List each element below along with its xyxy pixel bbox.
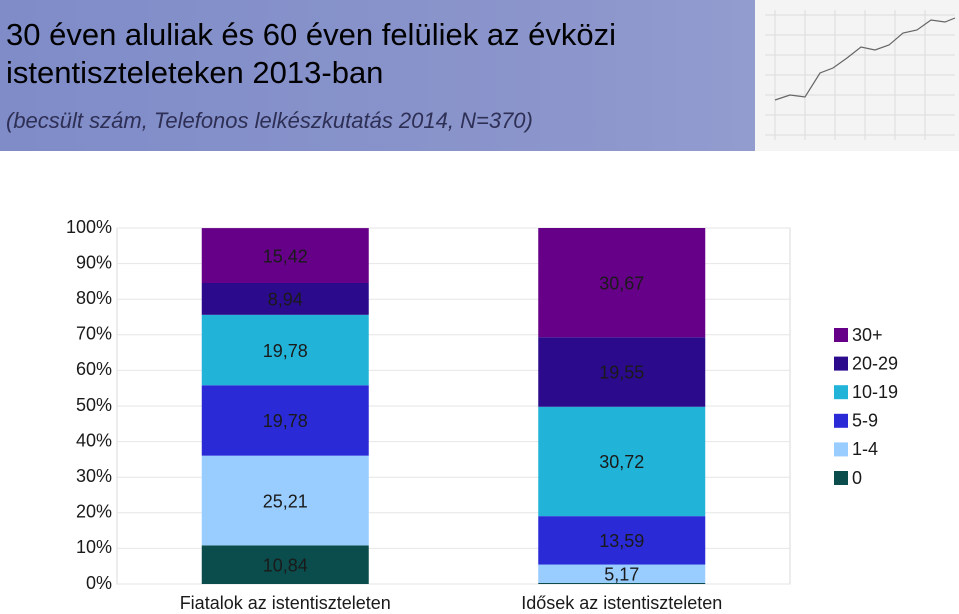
legend-label: 30+ (852, 325, 883, 345)
data-label: 5,17 (604, 564, 639, 584)
bar-segment (538, 582, 706, 584)
chart-title: 30 éven aluliak és 60 éven felüliek az é… (6, 17, 617, 90)
bar-segment (201, 314, 369, 386)
bar-segment (201, 228, 369, 284)
data-label: 25,21 (263, 491, 308, 511)
y-tick-label: 90% (76, 252, 112, 272)
bar-segment (538, 228, 706, 338)
data-label: 10,84 (263, 555, 308, 575)
bar-segment (538, 564, 706, 583)
data-label: 15,42 (263, 246, 308, 266)
legend-label: 1-4 (852, 439, 878, 459)
y-tick-label: 10% (76, 537, 112, 557)
data-label: 30,72 (599, 452, 644, 472)
y-tick-label: 70% (76, 324, 112, 344)
bar-segment (538, 516, 706, 565)
y-tick-label: 30% (76, 466, 112, 486)
legend-label: 10-19 (852, 382, 898, 402)
decorative-image (755, 0, 959, 151)
bar-segment (201, 283, 369, 315)
data-label: 19,55 (599, 363, 644, 383)
data-label: 8,94 (268, 290, 303, 310)
legend-swatch (834, 385, 848, 400)
legend-label: 20-29 (852, 353, 898, 373)
y-tick-label: 60% (76, 359, 112, 379)
legend-swatch (834, 471, 848, 485)
x-tick-label: Fiatalok az istentiszteleten (180, 593, 391, 613)
data-label: 19,78 (263, 341, 308, 361)
legend-swatch (834, 413, 848, 428)
bar-segment (201, 455, 369, 546)
legend-swatch (834, 356, 848, 371)
data-label: 13,59 (599, 531, 644, 551)
legend-swatch (834, 442, 848, 457)
legend-swatch (834, 328, 848, 342)
header-banner: 30 éven aluliak és 60 éven felüliek az é… (0, 0, 959, 151)
bar-segment (538, 406, 706, 517)
y-tick-label: 0% (86, 573, 112, 593)
bar-segment (201, 545, 369, 584)
y-tick-label: 40% (76, 430, 112, 450)
data-label: 30,67 (599, 273, 644, 293)
bar-segment (538, 337, 706, 407)
legend-label: 0 (852, 468, 862, 488)
y-tick-label: 20% (76, 502, 112, 522)
y-tick-label: 100% (66, 217, 112, 237)
x-tick-label: Idősek az istentiszteleten (521, 593, 722, 613)
bar-segment (201, 385, 369, 456)
data-label: 19,78 (263, 411, 308, 431)
y-tick-label: 80% (76, 288, 112, 308)
chart-subtitle: (becsült szám, Telefonos lelkészkutatás … (6, 108, 533, 133)
y-tick-label: 50% (76, 395, 112, 415)
legend-label: 5-9 (852, 411, 878, 431)
